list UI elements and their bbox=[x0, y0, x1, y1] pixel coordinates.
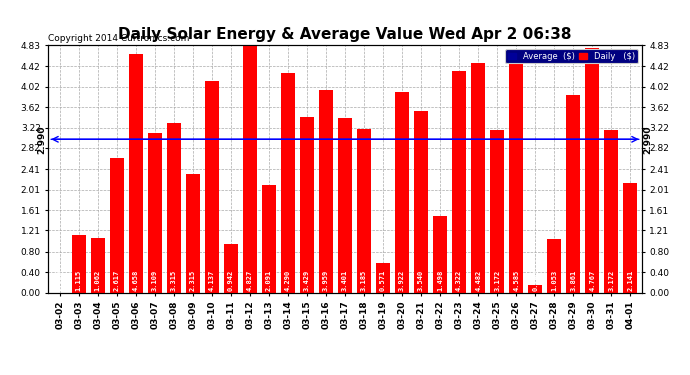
Text: 4.290: 4.290 bbox=[285, 270, 291, 291]
Bar bbox=[224, 244, 238, 292]
Text: 0.942: 0.942 bbox=[228, 270, 234, 291]
Text: 1.062: 1.062 bbox=[95, 270, 101, 291]
Text: 4.585: 4.585 bbox=[513, 270, 519, 291]
Text: 0.149: 0.149 bbox=[532, 270, 538, 291]
Text: 4.322: 4.322 bbox=[456, 270, 462, 291]
Bar bbox=[128, 54, 143, 292]
Text: 4.658: 4.658 bbox=[132, 270, 139, 291]
Text: 0.571: 0.571 bbox=[380, 270, 386, 291]
Bar bbox=[167, 123, 181, 292]
Text: 3.540: 3.540 bbox=[418, 270, 424, 291]
Bar bbox=[452, 71, 466, 292]
Bar bbox=[205, 81, 219, 292]
Bar bbox=[490, 130, 504, 292]
Bar bbox=[547, 238, 562, 292]
Text: 2.091: 2.091 bbox=[266, 270, 272, 291]
Text: 3.401: 3.401 bbox=[342, 270, 348, 291]
Bar bbox=[395, 92, 409, 292]
Text: 2.141: 2.141 bbox=[627, 270, 633, 291]
Text: 2.315: 2.315 bbox=[190, 270, 196, 291]
Legend: Average  ($), Daily   ($): Average ($), Daily ($) bbox=[505, 49, 638, 63]
Text: 3.959: 3.959 bbox=[323, 270, 329, 291]
Bar bbox=[566, 94, 580, 292]
Bar bbox=[300, 117, 314, 292]
Bar bbox=[414, 111, 428, 292]
Bar bbox=[186, 174, 200, 292]
Text: 1.053: 1.053 bbox=[551, 270, 558, 291]
Text: Copyright 2014 Curtronics.com: Copyright 2014 Curtronics.com bbox=[48, 33, 190, 42]
Text: 3.861: 3.861 bbox=[570, 270, 576, 291]
Bar bbox=[338, 118, 352, 292]
Text: 0.000: 0.000 bbox=[57, 270, 63, 291]
Bar bbox=[281, 73, 295, 292]
Text: 4.137: 4.137 bbox=[209, 270, 215, 291]
Text: 3.922: 3.922 bbox=[399, 270, 405, 291]
Text: 2.990: 2.990 bbox=[37, 125, 46, 153]
Bar bbox=[90, 238, 105, 292]
Bar bbox=[528, 285, 542, 292]
Bar bbox=[357, 129, 371, 292]
Text: 3.172: 3.172 bbox=[494, 270, 500, 291]
Bar bbox=[243, 45, 257, 292]
Bar bbox=[262, 185, 276, 292]
Title: Daily Solar Energy & Average Value Wed Apr 2 06:38: Daily Solar Energy & Average Value Wed A… bbox=[118, 27, 572, 42]
Bar bbox=[585, 48, 600, 292]
Bar bbox=[623, 183, 638, 292]
Text: 3.109: 3.109 bbox=[152, 270, 158, 291]
Text: 4.767: 4.767 bbox=[589, 270, 595, 291]
Bar bbox=[376, 263, 390, 292]
Bar bbox=[319, 90, 333, 292]
Text: 4.827: 4.827 bbox=[247, 270, 253, 291]
Bar bbox=[110, 158, 124, 292]
Text: 2.990: 2.990 bbox=[644, 125, 653, 153]
Bar bbox=[509, 57, 523, 292]
Text: 4.482: 4.482 bbox=[475, 270, 481, 291]
Bar bbox=[471, 63, 485, 292]
Bar bbox=[72, 236, 86, 292]
Text: 3.315: 3.315 bbox=[171, 270, 177, 291]
Bar bbox=[604, 130, 618, 292]
Text: 3.172: 3.172 bbox=[609, 270, 614, 291]
Text: 3.185: 3.185 bbox=[361, 270, 367, 291]
Text: 1.115: 1.115 bbox=[76, 270, 81, 291]
Text: 1.498: 1.498 bbox=[437, 270, 443, 291]
Bar bbox=[433, 216, 447, 292]
Text: 3.429: 3.429 bbox=[304, 270, 310, 291]
Bar bbox=[148, 133, 162, 292]
Text: 2.617: 2.617 bbox=[114, 270, 120, 291]
